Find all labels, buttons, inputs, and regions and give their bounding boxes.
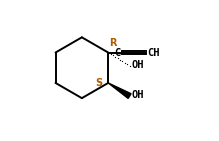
Polygon shape <box>108 83 131 98</box>
Text: R: R <box>109 38 116 48</box>
Text: CH: CH <box>147 48 160 58</box>
Text: OH: OH <box>131 60 144 70</box>
Text: OH: OH <box>131 90 144 100</box>
Text: S: S <box>95 78 103 88</box>
Text: C: C <box>114 48 120 58</box>
